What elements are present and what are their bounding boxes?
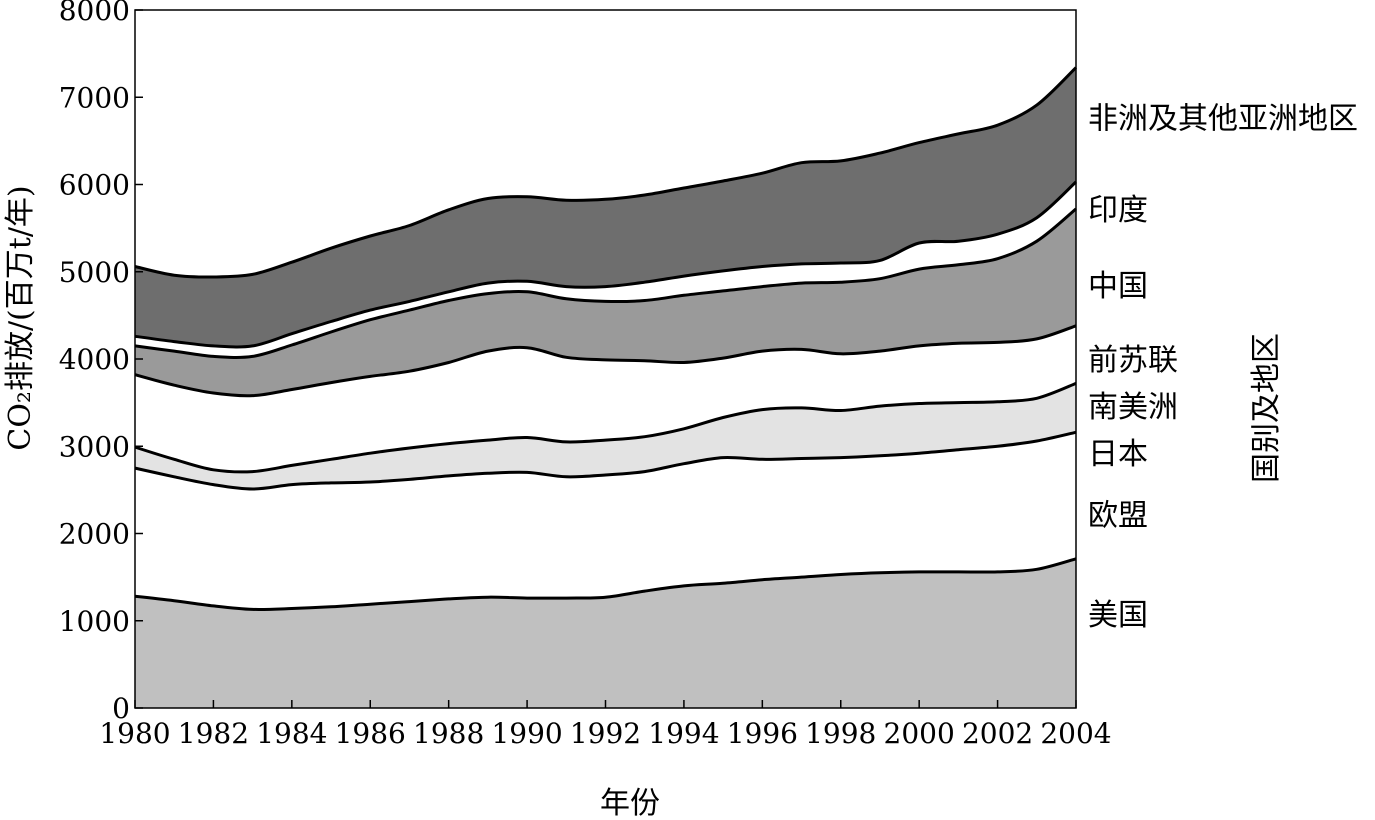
boundary-lines	[134, 66, 1078, 611]
boundary-line-4	[134, 207, 1077, 359]
y-tick-label: 1000	[59, 605, 130, 638]
x-tick-label: 1996	[727, 717, 798, 750]
x-tick-label: 1980	[99, 717, 170, 750]
x-tick-label: 1982	[178, 717, 249, 750]
x-tick-label: 1992	[570, 717, 641, 750]
region-label: 南美洲	[1088, 390, 1178, 425]
x-tick-label: 2002	[962, 717, 1033, 750]
boundary-line-2	[134, 382, 1077, 474]
area-0	[135, 558, 1076, 708]
boundary-line-3	[134, 324, 1077, 398]
region-label: 印度	[1088, 193, 1148, 228]
x-tick-label: 1994	[648, 717, 719, 750]
y-tick-label: 2000	[59, 518, 130, 551]
region-label: 前苏联	[1088, 343, 1178, 378]
region-label: 欧盟	[1088, 498, 1148, 533]
x-tick-label: 1998	[805, 717, 876, 750]
region-label: 中国	[1088, 269, 1148, 304]
x-tick-label: 1990	[491, 717, 562, 750]
y-axis-title: CO₂排放/(百万t/年)	[3, 185, 38, 450]
boundary-line-0	[134, 557, 1077, 611]
y-tick-label: 6000	[59, 169, 130, 202]
y-tick-label: 0	[112, 692, 130, 725]
boundary-line-6	[134, 66, 1078, 279]
y-tick-label: 4000	[59, 343, 130, 376]
y-tick-label: 5000	[59, 256, 130, 289]
stacked-areas	[135, 67, 1076, 709]
y-tick-label: 8000	[59, 0, 130, 27]
y-tick-label: 7000	[59, 81, 130, 114]
x-tick-label: 1986	[335, 717, 406, 750]
x-tick-label: 1988	[413, 717, 484, 750]
legend-title: 国别及地区	[1249, 333, 1284, 483]
x-tick-label: 2004	[1040, 717, 1111, 750]
boundary-line-5	[134, 180, 1078, 349]
x-tick-label: 2000	[884, 717, 955, 750]
x-axis-ticks: 1980 1982 1984 1986 1988 1990 1992 1994 1996 1998…	[99, 700, 1112, 750]
x-axis-title: 年份	[600, 786, 660, 820]
boundary-line-1	[134, 430, 1077, 491]
region-label: 日本	[1088, 437, 1148, 472]
y-axis-ticks: 0 1000 2000 3000 4000 5000 6000 7000 8000	[59, 0, 143, 725]
region-label: 美国	[1088, 598, 1148, 633]
x-tick-label: 1984	[256, 717, 327, 750]
y-tick-label: 3000	[59, 430, 130, 463]
region-label: 非洲及其他亚洲地区	[1088, 101, 1358, 136]
